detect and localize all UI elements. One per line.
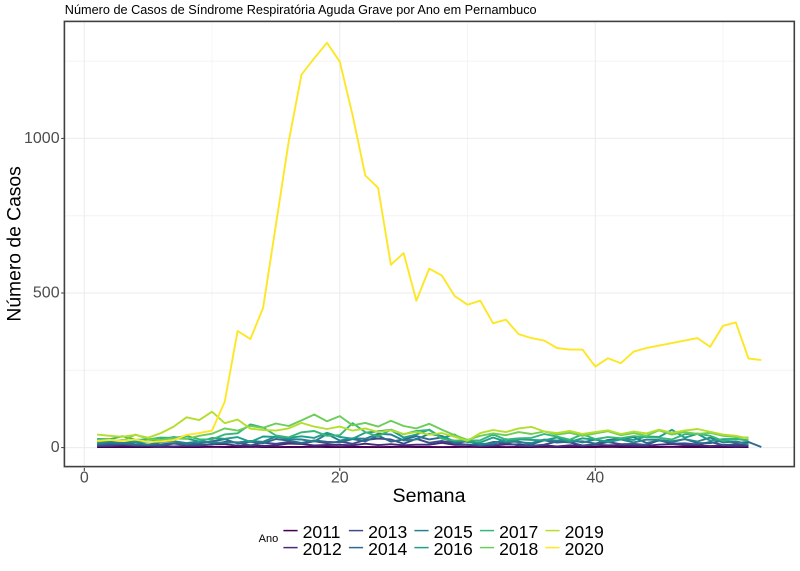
svg-text:2012: 2012: [303, 539, 342, 559]
svg-text:2011: 2011: [303, 522, 341, 542]
svg-text:Número de Casos de Síndrome Re: Número de Casos de Síndrome Respiratória…: [65, 3, 537, 17]
svg-text:Número de Casos: Número de Casos: [4, 166, 25, 321]
svg-text:2018: 2018: [499, 539, 538, 559]
svg-text:2017: 2017: [499, 522, 538, 542]
svg-text:2019: 2019: [565, 522, 604, 542]
svg-text:40: 40: [586, 470, 604, 487]
svg-text:1000: 1000: [24, 130, 60, 147]
svg-text:0: 0: [51, 439, 60, 456]
svg-text:500: 500: [33, 285, 60, 302]
svg-text:0: 0: [80, 470, 89, 487]
svg-text:2020: 2020: [565, 539, 604, 559]
svg-text:2015: 2015: [434, 522, 473, 542]
svg-text:2014: 2014: [368, 539, 407, 559]
svg-text:20: 20: [331, 470, 349, 487]
svg-text:2016: 2016: [434, 539, 473, 559]
svg-text:2013: 2013: [368, 522, 407, 542]
svg-text:Ano: Ano: [259, 533, 279, 545]
svg-text:Semana: Semana: [393, 485, 466, 507]
